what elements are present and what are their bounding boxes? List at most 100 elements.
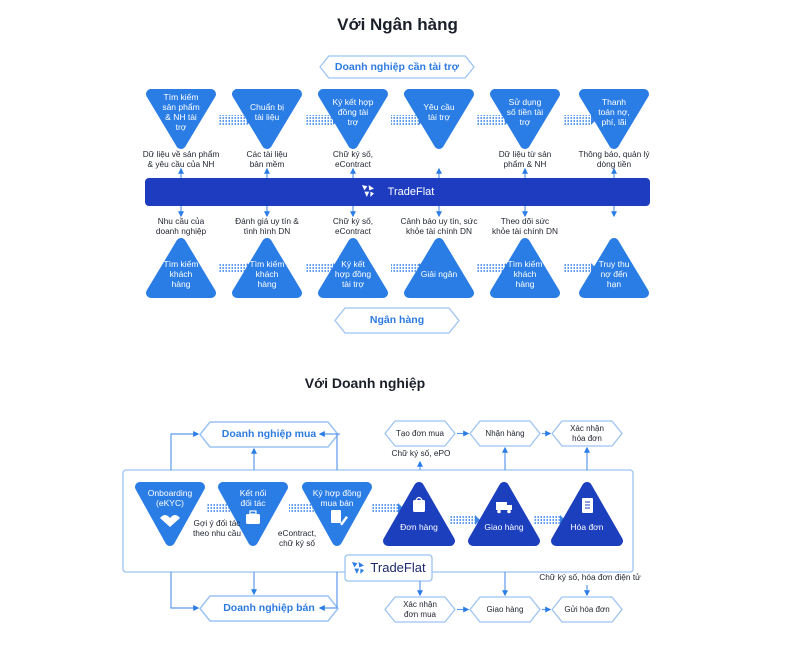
bottom-step-note: Chữ ký số, eContract [332,216,374,236]
contract-pen-icon [331,510,341,523]
note-econtract: eContract, chữ ký số [277,528,317,548]
bottom-step-note: Đánh giá uy tín & tình hình DN [235,216,299,236]
business-step-label: Ký hợp đồng mua bán [312,488,362,508]
business-order-triangle [383,482,455,546]
delivery-truck-icon-wheel [507,509,511,514]
business-step-triangle [135,482,205,546]
seller-flow-shape [469,596,541,623]
bottom-step-note: Nhu cầu của doanh nghiệp [155,216,207,236]
business-flow-arrow [206,503,232,513]
top-step-triangle [318,89,388,149]
top-step-triangle [404,89,474,149]
shopping-bag-icon [413,500,425,512]
shopping-bag-icon-handle [415,496,423,501]
top-step-triangle [490,89,560,149]
tradeflat-bar [145,178,650,206]
section-title-bank: Với Ngân hàng [337,15,458,35]
business-order-label: Đơn hàng [400,522,438,533]
top-step-note: Dữ liệu từ sản phẩm & NH [498,149,552,169]
top-step-triangle [146,89,216,149]
note-partner-suggestion: Gợi ý đối tác theo nhu cầu [193,518,241,538]
bottom-step-note: Theo dõi sức khỏe tài chính DN [492,216,558,236]
bottom-step-label: Giải ngân [420,269,458,280]
bottom-step-note: Cảnh báo uy tín, sức khỏe tài chính DN [400,216,478,236]
top-flow-arrow-head [591,115,596,125]
tradeflat-logo-icon [354,568,360,574]
business-step-label: Kết nối đối tác [239,488,267,508]
note-epo: Chữ ký số, ePO [391,448,451,459]
top-flow-arrow [563,115,591,125]
business-order-flow-arrow [449,515,475,525]
seller-box: Doanh nghiệp bán [223,602,315,615]
bottom-step-triangle [318,238,388,298]
tradeflat-bar-label: TradeFlat [387,185,435,198]
seller-flow-step: Giao hàng [486,604,524,614]
seller-flow-step: Gửi hóa đơn [564,604,610,614]
bottom-flow-arrow [219,263,247,273]
tradeflat-logo-icon [360,568,364,574]
invoice-icon-lines [585,501,590,509]
bottom-step-label: Tìm kiếm khách hàng [507,259,543,289]
tradeflat-box [344,554,433,582]
briefcase-icon-handle [249,510,257,515]
tradeflat-logo-icon [362,185,368,191]
buyer-flow-shape [551,420,623,447]
buyer-flow-step: Tạo đơn mua [396,428,444,438]
business-order-flow-arrow [534,515,560,525]
buyer-flow-step: Nhận hàng [485,428,525,438]
seller-flow-shape [384,596,456,623]
tradeflat-logo-icon [352,562,358,568]
buyer-flow-shape [384,420,456,447]
top-box-business-need-funding: Doanh nghiệp cần tài trợ [334,60,460,73]
bottom-step-label: Ký kết hợp đồng tài trợ [334,259,372,289]
top-step-label: Ký kết hợp đồng tài trợ [332,97,374,127]
buyer-flow-shape [469,420,541,447]
seller-flow-step: Xác nhận đơn mua [403,600,437,619]
tradeflat-logo-icon [370,191,374,197]
bottom-flow-arrow [305,263,333,273]
bottom-step-triangle [232,238,302,298]
tradeflat-logo-icon [358,562,364,568]
top-step-label: Chuẩn bị tài liệu [249,102,285,122]
connector-seller-right [318,572,338,611]
top-flow-arrow [477,115,505,125]
business-step-label: Onboarding (eKYC) [147,488,193,508]
seller-flow-shape [551,596,623,623]
top-step-note: Dữ liệu về sản phẩm & yêu cầu của NH [142,149,220,169]
top-flow-arrow [391,115,419,125]
bottom-flow-arrow [391,263,419,273]
top-step-triangle [579,89,649,149]
delivery-truck-icon [496,502,507,510]
top-flow-arrow [219,115,247,125]
bottom-flow-arrow [563,263,591,273]
business-flow-arrow [372,503,398,513]
business-flow-arrow-head [398,503,403,513]
delivery-truck-icon-cab [507,505,512,510]
top-box-shape [319,55,475,79]
tradeflat-box-label: TradeFlat [370,559,426,575]
tradeflat-logo-icon [364,191,370,197]
bottom-step-triangle [146,238,216,298]
bottom-step-triangle [579,238,649,298]
top-step-label: Sử dụng số tiền tài trợ [506,97,544,127]
bottom-step-label: Tìm kiếm khách hàng [163,259,199,289]
business-order-flow-arrow-head [475,515,480,525]
bottom-step-label: Truy thu nợ đến hạn [598,259,630,289]
connector-seller-left [170,572,200,611]
contract-pen-icon-pen [340,516,348,526]
connector-buyer-left [170,431,200,470]
buyer-box: Doanh nghiệp mua [221,428,317,441]
bottom-step-triangle [404,238,474,298]
top-step-triangle [232,89,302,149]
top-step-label: Tìm kiếm sản phẩm & NH tài trợ [162,92,200,132]
briefcase-icon [246,514,260,524]
business-order-label: Hóa đơn [570,522,604,533]
top-step-note: Các tài liệu bản mềm [246,149,288,169]
bottom-step-triangle [490,238,560,298]
tradeflat-logo-icon [368,185,374,191]
bottom-flow-arrow [477,263,505,273]
business-flow-arrow [289,503,315,513]
note-einvoice: Chữ ký số, hóa đơn điện tử [539,572,641,583]
